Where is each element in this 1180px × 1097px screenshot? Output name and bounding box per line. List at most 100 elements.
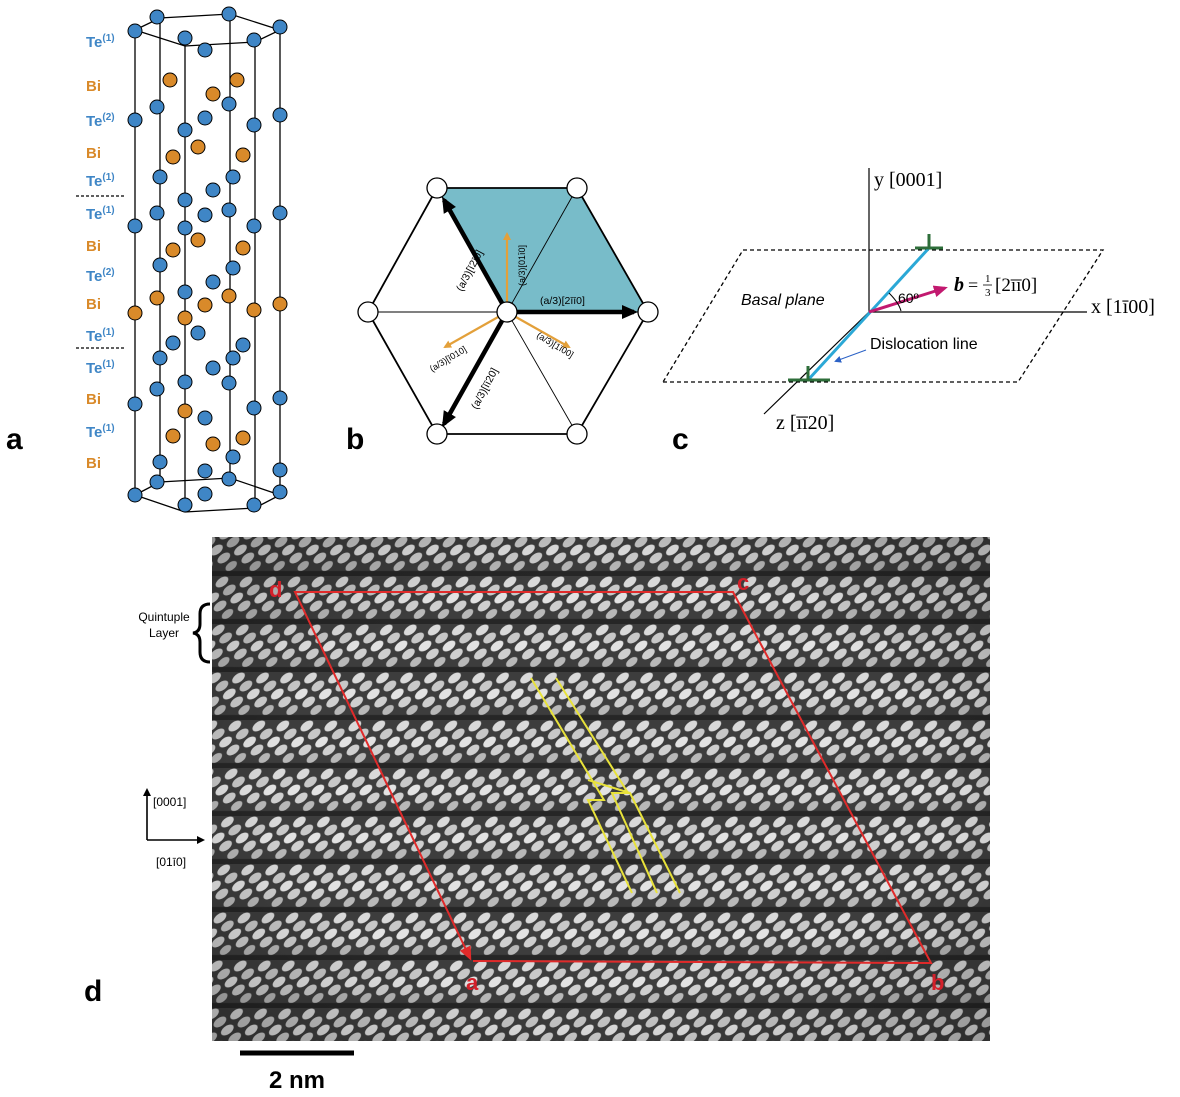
panel-a: a Te(1)BiTe(2)BiTe(1)Te(1)BiTe(2)BiTe(1)… xyxy=(6,6,288,513)
te-atom xyxy=(205,182,221,198)
te-atom xyxy=(127,487,143,503)
te-atom xyxy=(149,99,165,115)
te-atom xyxy=(205,360,221,376)
te-atom xyxy=(221,471,237,487)
angle-arc xyxy=(888,292,902,312)
te-atom xyxy=(272,205,288,221)
bi-atom xyxy=(149,290,165,306)
te-atom xyxy=(197,486,213,502)
label-1-2-1-0: (a/3)[ī2ī0] xyxy=(454,248,486,293)
layer-label-bi: Bi xyxy=(86,238,101,255)
x-axis-label: x [1ī00] xyxy=(1091,296,1155,318)
layer-label-te: Te(1) xyxy=(86,172,115,190)
label-1-1-0-0: (a/3)[1ī00] xyxy=(535,330,575,360)
angle-label: 60º xyxy=(898,290,919,306)
burgers-circuit xyxy=(293,591,933,965)
trace-right xyxy=(587,779,681,894)
te-atom xyxy=(177,220,193,236)
te-atom xyxy=(272,484,288,500)
te-atom xyxy=(149,205,165,221)
layer-label-te: Te(1) xyxy=(86,327,115,345)
bi-atom xyxy=(246,302,262,318)
corner-a: a xyxy=(466,970,479,995)
te-atom xyxy=(197,110,213,126)
te-atom xyxy=(225,449,241,465)
burgers-equals: = xyxy=(968,275,978,295)
bi-atom xyxy=(235,240,251,256)
panel-a-letter: a xyxy=(6,423,23,456)
axis-right-label: [01ī0] xyxy=(156,855,186,869)
te-atom xyxy=(177,284,193,300)
te-atom xyxy=(197,207,213,223)
panel-c: c 60º y [0001] x [1ī00] z [īī20] Basal p… xyxy=(661,168,1155,456)
te-atom xyxy=(152,350,168,366)
te-atom xyxy=(177,374,193,390)
panel-b: b (a/3)[2īī0] xyxy=(346,177,659,456)
te-atom xyxy=(272,462,288,478)
layer-label-te: Te(1) xyxy=(86,205,115,223)
corner-c: c xyxy=(737,570,749,595)
layer-label-bi: Bi xyxy=(86,296,101,313)
bi-atom xyxy=(165,149,181,165)
dislocation-symbol-bottom xyxy=(788,366,830,382)
layer-label-bi: Bi xyxy=(86,145,101,162)
te-atom xyxy=(127,218,143,234)
stem-image-vignette xyxy=(212,537,990,1041)
vector-1-2-1-0 xyxy=(442,196,509,314)
panel-d: d d c a b Quintuple Layer [0001] [01ī0] … xyxy=(84,537,990,1094)
trace-left xyxy=(530,677,633,894)
trace-middle xyxy=(555,677,658,894)
basal-plane xyxy=(661,249,1105,383)
te-atom xyxy=(205,274,221,290)
te-atom xyxy=(177,122,193,138)
te-atom xyxy=(221,96,237,112)
basal-plane-label: Basal plane xyxy=(741,292,825,309)
bracket-label-line1: Quintuple xyxy=(138,610,190,624)
burgers-direction: [2īī0] xyxy=(995,275,1037,296)
te-atom xyxy=(246,218,262,234)
label-2-1-1-0: (a/3)[2īī0] xyxy=(540,295,585,307)
label-1-0-1-0: (a/3)[ī010] xyxy=(428,344,468,374)
te-atom xyxy=(221,6,237,22)
te-atom xyxy=(197,463,213,479)
te-atom xyxy=(246,117,262,133)
burgers-symbol: b xyxy=(954,274,964,296)
z-axis xyxy=(763,311,870,415)
te-atom xyxy=(235,337,251,353)
bi-atom xyxy=(272,296,288,312)
layer-label-bi: Bi xyxy=(86,391,101,408)
burgers-fraction-numerator: 1 xyxy=(985,273,991,285)
te-atom xyxy=(197,42,213,58)
te-atom xyxy=(272,390,288,406)
te-atom xyxy=(272,107,288,123)
layer-label-te: Te(1) xyxy=(86,359,115,377)
te-atom xyxy=(221,202,237,218)
te-atom xyxy=(152,257,168,273)
bi-atom xyxy=(197,297,213,313)
te-atom xyxy=(149,381,165,397)
axis-up-label: [0001] xyxy=(153,795,186,809)
bracket-label-line2: Layer xyxy=(149,626,179,640)
bi-atom xyxy=(221,288,237,304)
vector-1-0-1-0 xyxy=(443,311,508,348)
dislocation-pointer xyxy=(834,349,867,363)
panel-b-letter: b xyxy=(346,423,364,456)
corner-b: b xyxy=(931,970,944,995)
te-atom xyxy=(152,169,168,185)
layer-label-te: Te(2) xyxy=(86,112,115,130)
label-0-1-1-0: (a/3)[01ī0] xyxy=(517,245,527,286)
layer-label-bi: Bi xyxy=(86,78,101,95)
dislocation-line-label: Dislocation line xyxy=(870,336,978,353)
vector-1-1-0-0 xyxy=(506,311,571,348)
te-atom xyxy=(177,497,193,513)
te-atom xyxy=(225,350,241,366)
bi-atom xyxy=(190,139,206,155)
vector-1-1-2-0 xyxy=(442,310,509,428)
te-atom xyxy=(152,454,168,470)
te-atom xyxy=(225,260,241,276)
z-axis-label: z [īī20] xyxy=(776,412,834,434)
bi-atom xyxy=(235,147,251,163)
te-atom xyxy=(177,192,193,208)
te-atom xyxy=(246,400,262,416)
